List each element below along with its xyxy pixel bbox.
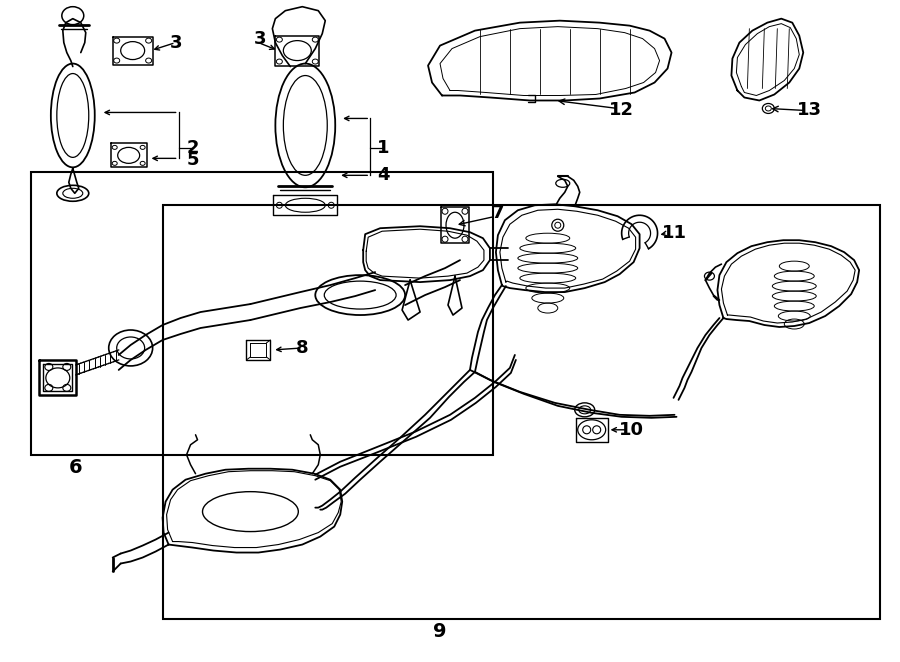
Text: 7: 7 [491, 205, 504, 222]
Text: 13: 13 [796, 101, 822, 119]
Text: 2: 2 [186, 140, 199, 158]
Text: 12: 12 [609, 101, 634, 119]
Text: 4: 4 [377, 166, 390, 184]
Text: 11: 11 [662, 224, 687, 242]
Text: 3: 3 [169, 34, 182, 52]
Text: 8: 8 [296, 339, 309, 357]
Text: 9: 9 [433, 622, 446, 641]
Text: 10: 10 [619, 421, 644, 439]
Text: 1: 1 [377, 140, 390, 158]
Bar [163, 205, 880, 620]
Text: 6: 6 [69, 458, 83, 477]
Bar [31, 172, 493, 455]
Text: 5: 5 [186, 152, 199, 169]
Text: 3: 3 [254, 30, 266, 48]
